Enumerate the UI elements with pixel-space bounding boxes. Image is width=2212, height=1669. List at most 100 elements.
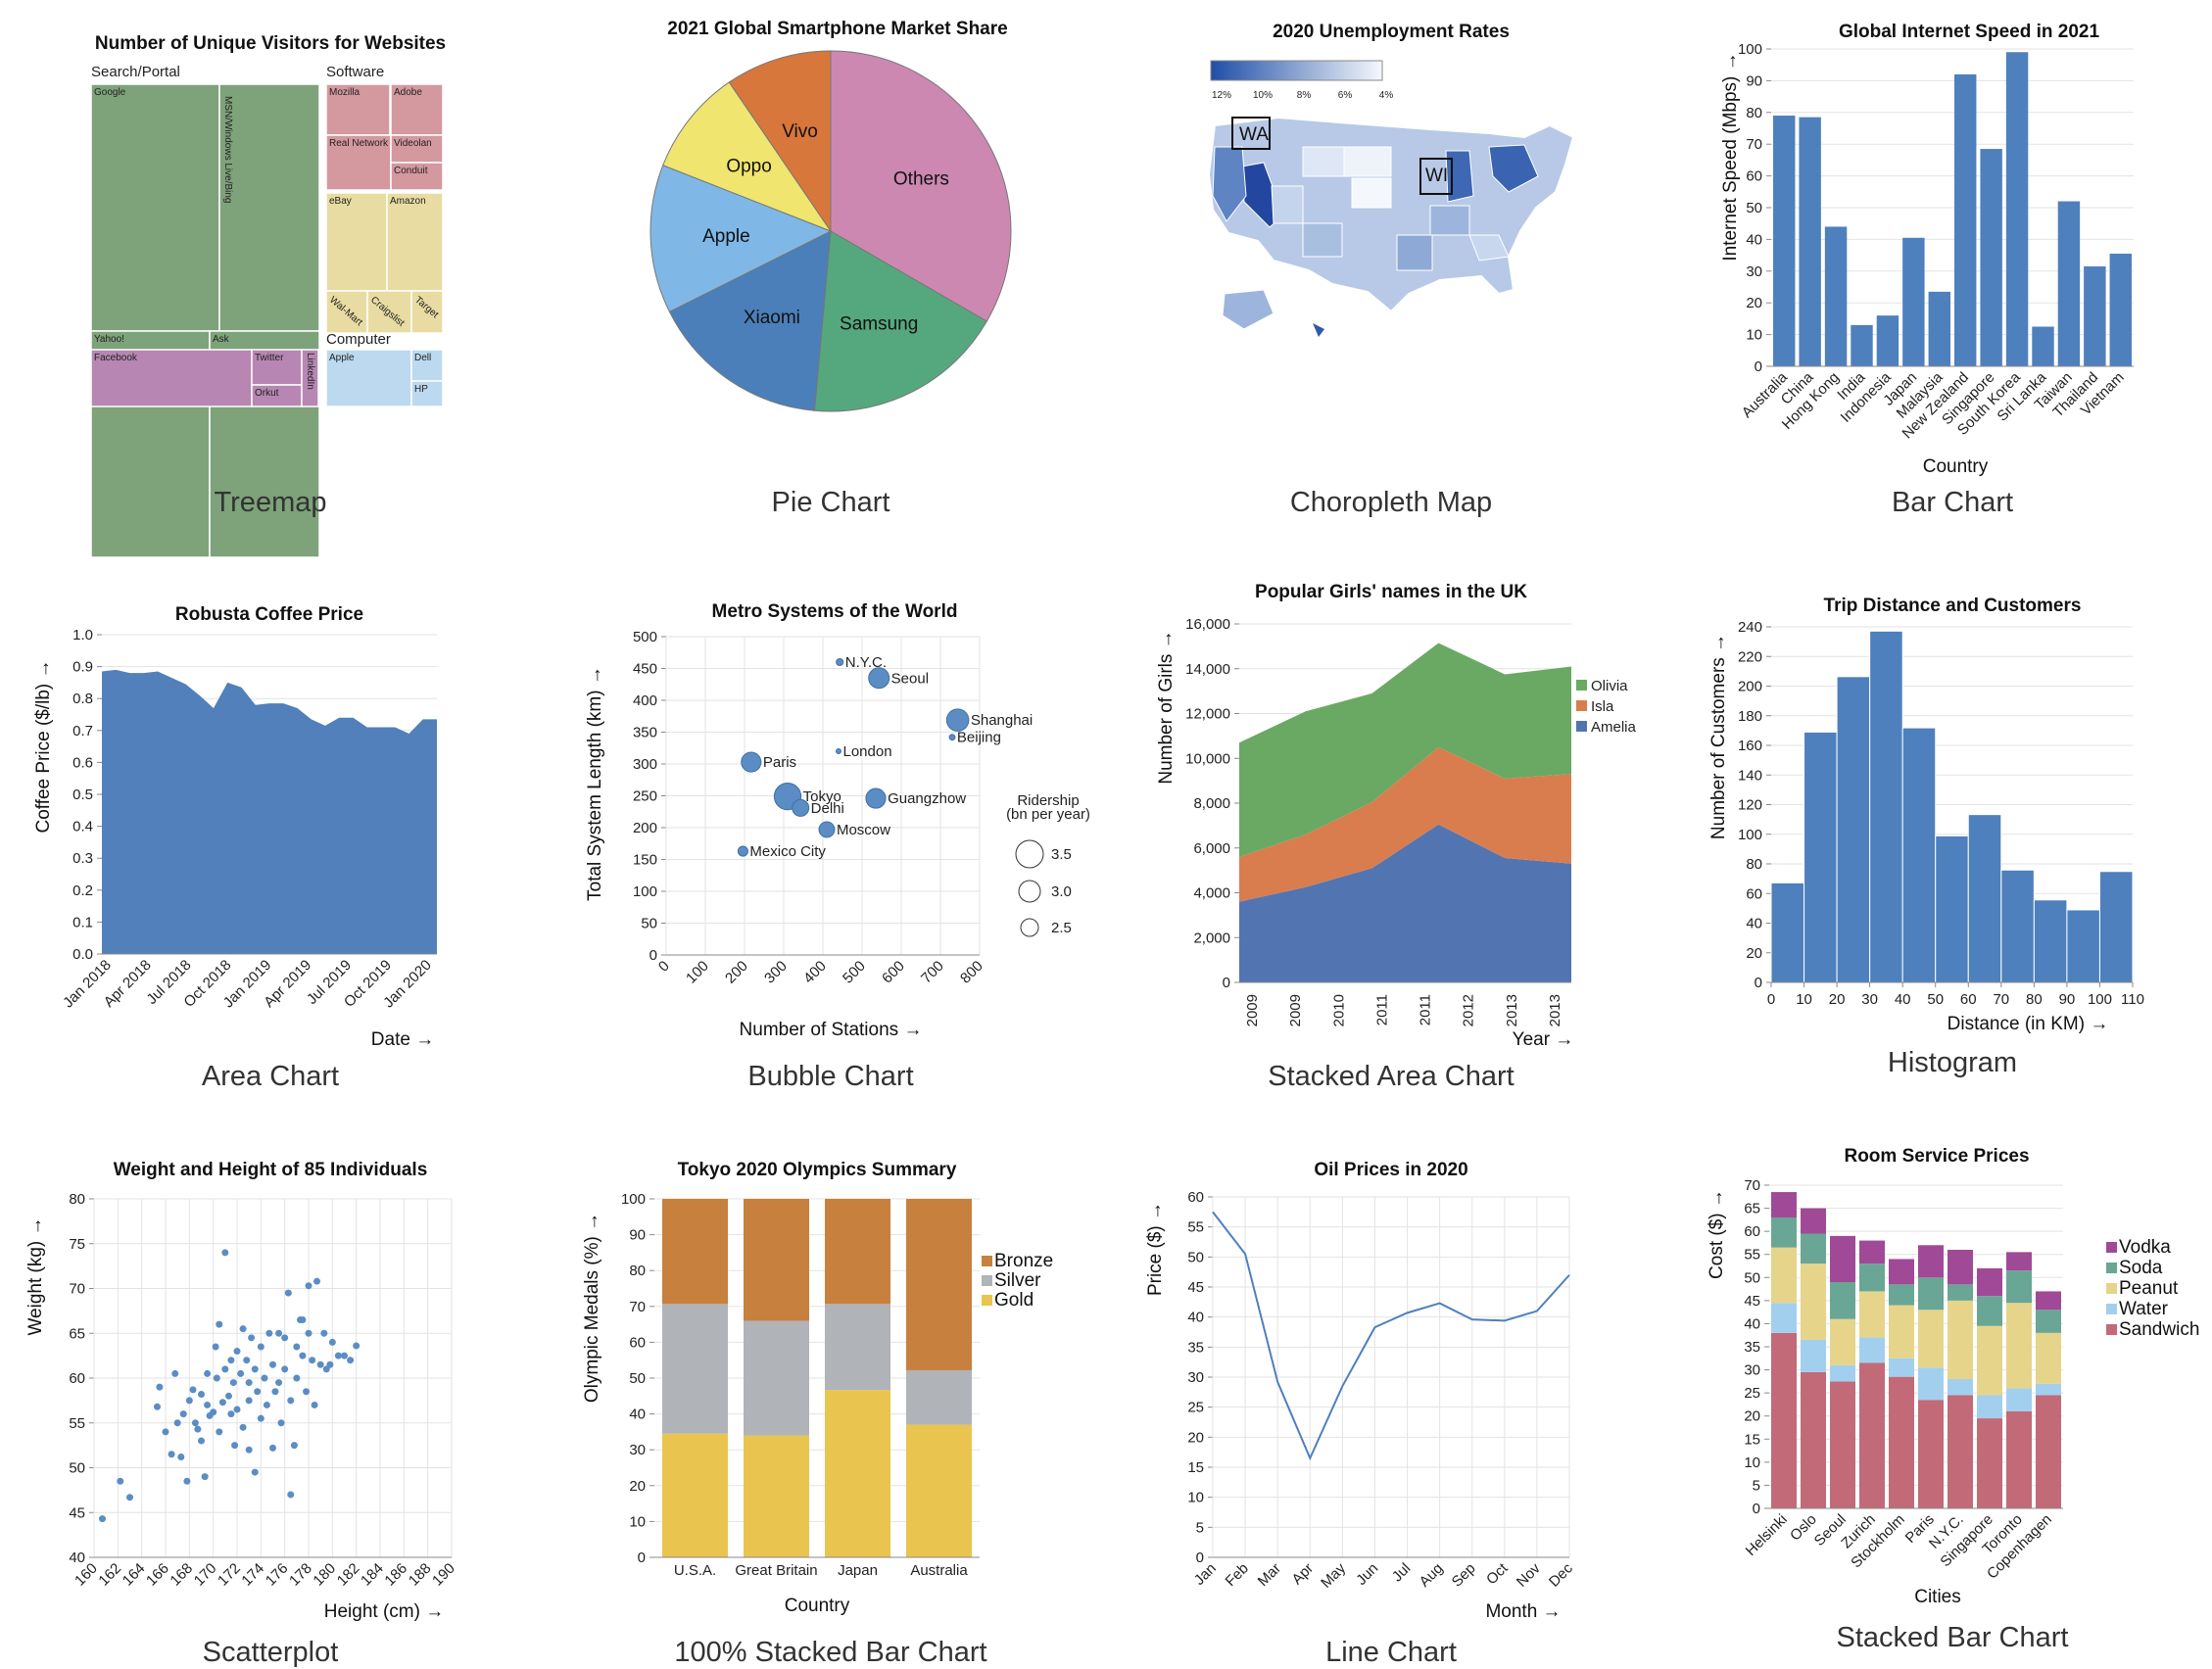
y-tick-label: 75 bbox=[69, 1236, 85, 1253]
legend-swatch bbox=[982, 1275, 992, 1286]
scatter-point bbox=[305, 1329, 313, 1337]
scatter-point bbox=[239, 1423, 247, 1431]
x-tick-label: 500 bbox=[840, 958, 869, 987]
x-tick-label: 2009 bbox=[1287, 994, 1304, 1026]
y-tick-label: 15 bbox=[1187, 1459, 1204, 1476]
histogram-bin bbox=[2000, 869, 2035, 983]
y-axis-title: Number of Girls → bbox=[1156, 630, 1177, 784]
scatter-point bbox=[173, 1419, 181, 1427]
y-tick-label: 70 bbox=[1744, 1177, 1760, 1194]
y-tick-label: 0.4 bbox=[72, 819, 93, 835]
state-region bbox=[1351, 177, 1392, 209]
slice-label: Others bbox=[893, 169, 949, 190]
y-tick-label: 65 bbox=[1744, 1201, 1760, 1217]
y-axis-title: Internet Speed (Mbps) → bbox=[1720, 52, 1741, 261]
scatter-point bbox=[210, 1408, 217, 1416]
stacked-bar-segment bbox=[1859, 1291, 1885, 1338]
state-region bbox=[1468, 234, 1510, 262]
chart-caption: Area Chart bbox=[202, 1061, 339, 1092]
y-axis-title: Price ($) → bbox=[1145, 1202, 1166, 1296]
stacked-bar-segment bbox=[1801, 1264, 1826, 1340]
treemap-cell bbox=[325, 134, 392, 191]
y-tick-label: 40 bbox=[1746, 231, 1762, 248]
scatter-point bbox=[218, 1399, 226, 1407]
x-tick-label: 100 bbox=[2088, 991, 2112, 1008]
scatter-point bbox=[257, 1414, 264, 1422]
percent-stacked-bar-chart: Tokyo 2020 Olympics Summary 0 10 20 30 40 50 60… bbox=[582, 1160, 1053, 1668]
y-tick-label: 12,000 bbox=[1185, 706, 1230, 723]
pie-slice bbox=[813, 230, 988, 412]
x-tick-label: 188 bbox=[406, 1560, 435, 1590]
legend-bubble bbox=[1018, 880, 1041, 903]
y-tick-label: 200 bbox=[633, 820, 657, 836]
scatter-point bbox=[237, 1369, 245, 1377]
y-tick-label: 45 bbox=[1744, 1293, 1760, 1310]
x-tick-label: 400 bbox=[800, 958, 830, 987]
legend-label: Vodka bbox=[2119, 1237, 2171, 1258]
legend-label: Bronze bbox=[994, 1251, 1053, 1271]
stacked-bar-segment bbox=[1830, 1364, 1855, 1382]
treemap-cell bbox=[325, 83, 391, 136]
x-tick-label: 300 bbox=[761, 958, 791, 987]
y-tick-label: 20 bbox=[1746, 295, 1762, 311]
stacked-bar-segment bbox=[2036, 1310, 2061, 1333]
x-tick-label: Great Britain bbox=[735, 1562, 817, 1579]
state-region bbox=[1212, 146, 1247, 222]
stacked-bar-segment bbox=[1977, 1296, 2002, 1326]
scatter-point bbox=[117, 1477, 124, 1485]
histogram-bin bbox=[2098, 871, 2134, 983]
legend-swatch bbox=[1576, 700, 1587, 711]
scatter-point bbox=[275, 1379, 283, 1387]
y-tick-label: 60 bbox=[1746, 885, 1762, 902]
y-tick-label: 30 bbox=[1187, 1369, 1204, 1386]
x-axis-title: Month → bbox=[1485, 1601, 1561, 1622]
scatter-point bbox=[216, 1320, 223, 1328]
scatter-point bbox=[227, 1357, 235, 1364]
stacked-bar-segment bbox=[2006, 1411, 2032, 1508]
x-tick-label: Feb bbox=[1223, 1560, 1252, 1590]
stacked-bar-segment bbox=[1801, 1208, 1826, 1234]
bar bbox=[1954, 73, 1977, 367]
cell-label: Mozilla bbox=[329, 87, 361, 98]
stacked-bar-segment bbox=[1918, 1367, 1944, 1401]
x-tick-label: 176 bbox=[263, 1560, 292, 1590]
scatter-point bbox=[334, 1352, 342, 1359]
stacked-bar-segment bbox=[2006, 1303, 2032, 1389]
x-tick-label: 170 bbox=[191, 1560, 220, 1590]
y-tick-label: 300 bbox=[633, 756, 657, 773]
scatter-point bbox=[194, 1425, 202, 1433]
stacked-area-chart: Popular Girls' names in the UK 0 2,000 4,00… bbox=[1156, 582, 1637, 1092]
scatter-point bbox=[320, 1329, 328, 1337]
chart-caption: Bar Chart bbox=[1892, 487, 2013, 518]
scatter-point bbox=[341, 1352, 348, 1359]
state-region bbox=[1302, 146, 1345, 177]
stacked-bar-segment bbox=[1977, 1395, 2002, 1419]
x-tick-label: U.S.A. bbox=[674, 1562, 716, 1579]
bar bbox=[2084, 265, 2106, 366]
x-tick-label: Helsinki bbox=[1743, 1511, 1791, 1559]
y-tick-label: 10 bbox=[1744, 1454, 1760, 1471]
y-tick-label: 0.5 bbox=[72, 787, 93, 803]
legend-swatch bbox=[2106, 1324, 2117, 1335]
stacked-bar-segment bbox=[744, 1199, 809, 1321]
legend-label: Peanut bbox=[2119, 1278, 2179, 1299]
x-tick-label: Dec bbox=[1546, 1559, 1576, 1590]
treemap-cell bbox=[325, 349, 412, 407]
y-tick-label: 40 bbox=[1744, 1315, 1760, 1332]
treemap-cell bbox=[90, 349, 253, 407]
line-series bbox=[1212, 1211, 1570, 1461]
x-tick-label: 2011 bbox=[1373, 994, 1390, 1025]
choropleth-map: 2020 Unemployment Rates 12% 10% 8% 6% 4% WA WI C… bbox=[1207, 22, 1575, 518]
x-tick-label: Japan bbox=[838, 1562, 878, 1579]
us-outline bbox=[1207, 116, 1575, 313]
y-axis-title: Olympic Medals (%) → bbox=[582, 1213, 602, 1403]
x-tick-label: 50 bbox=[1927, 991, 1944, 1008]
x-tick-label: Sep bbox=[1449, 1560, 1479, 1591]
cell-label: Dell bbox=[414, 353, 431, 363]
y-tick-label: 40 bbox=[69, 1550, 85, 1566]
bubble bbox=[741, 751, 762, 773]
scatter-point bbox=[263, 1401, 270, 1408]
x-tick-label: 2009 bbox=[1244, 994, 1261, 1026]
histogram-bin bbox=[2033, 899, 2068, 983]
y-tick-label: 5 bbox=[1753, 1477, 1760, 1494]
